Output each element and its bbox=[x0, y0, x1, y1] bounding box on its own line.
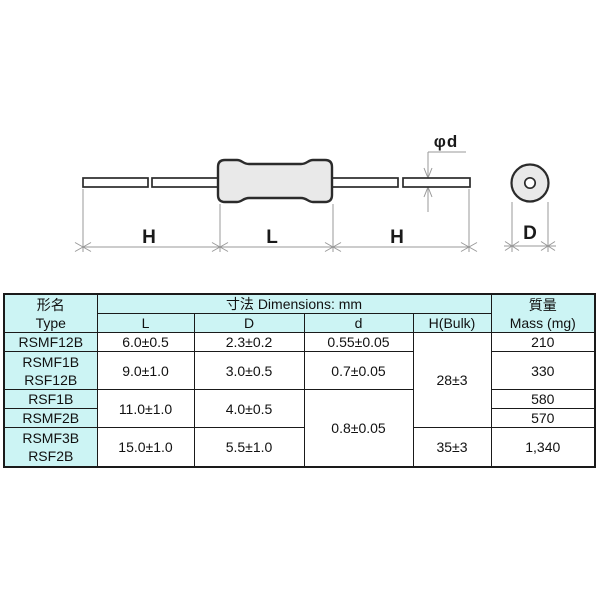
cell-h-bulk: 28±3 bbox=[412, 332, 492, 428]
dimensions-table: 形名 Type 寸法 Dimensions: mm 質量 Mass (mg) L… bbox=[3, 293, 597, 468]
cell-mass: 330 bbox=[490, 351, 596, 390]
header-dimensions: 寸法 Dimensions: mm bbox=[96, 293, 492, 314]
cell-mass: 210 bbox=[490, 332, 596, 352]
header-type-jp: 形名 bbox=[36, 296, 65, 313]
header-mass: 質量 Mass (mg) bbox=[490, 293, 596, 333]
header-col-d-outer: D bbox=[193, 313, 305, 333]
lead-left-inner bbox=[151, 177, 223, 188]
end-view bbox=[510, 163, 550, 203]
dim-label-d: D bbox=[523, 223, 537, 244]
dim-label-h-left: H bbox=[142, 227, 156, 248]
cell-lead-d: 0.55±0.05 bbox=[303, 332, 414, 352]
header-mass-jp: 質量 bbox=[528, 296, 557, 313]
dimension-lines bbox=[74, 151, 556, 252]
dim-label-l: L bbox=[266, 227, 278, 248]
end-view-lead-circle bbox=[523, 176, 537, 190]
table-row: RSMF12B 6.0±0.5 2.3±0.2 0.55±0.05 28±3 2… bbox=[3, 332, 596, 428]
table-row: RSMF1B RSF12B 9.0±1.0 3.0±0.5 0.7±0.05 3… bbox=[3, 351, 596, 390]
dim-label-h-right: H bbox=[390, 227, 404, 248]
header-col-l: L bbox=[96, 313, 195, 333]
cell-d: 5.5±1.0 bbox=[193, 427, 305, 467]
table-row: RSMF3B RSF2B 15.0±1.0 5.5±1.0 35±3 1,340 bbox=[3, 427, 596, 467]
table-row: RSF1B 11.0±1.0 4.0±0.5 0.8±0.05 580 bbox=[3, 389, 596, 467]
cell-mass: 570 bbox=[490, 408, 596, 428]
cell-d: 3.0±0.5 bbox=[193, 351, 305, 390]
cell-mass: 1,340 bbox=[490, 427, 596, 467]
header-row-1: 形名 Type 寸法 Dimensions: mm 質量 Mass (mg) bbox=[3, 293, 596, 333]
cell-l: 9.0±1.0 bbox=[96, 351, 195, 390]
header-mass-en: Mass (mg) bbox=[509, 314, 576, 331]
cell-h-bulk: 35±3 bbox=[412, 427, 492, 467]
dim-label-phi-d: φd bbox=[434, 132, 459, 151]
resistor-body bbox=[216, 158, 334, 204]
cell-lead-d: 0.8±0.05 bbox=[303, 389, 414, 467]
table-row: RSMF2B 570 bbox=[3, 408, 596, 428]
resistor-dimension-diagram: H L H D φd bbox=[74, 132, 556, 252]
cell-l: 15.0±1.0 bbox=[96, 427, 195, 467]
cell-d: 2.3±0.2 bbox=[193, 332, 305, 352]
cell-l: 11.0±1.0 bbox=[96, 389, 195, 428]
cell-mass: 580 bbox=[490, 389, 596, 409]
cell-type: RSF1B bbox=[3, 389, 98, 409]
cell-type-line1: RSMF3B bbox=[22, 429, 80, 446]
header-type: 形名 Type bbox=[3, 293, 98, 333]
cell-d: 4.0±0.5 bbox=[193, 389, 305, 428]
cell-type: RSMF12B bbox=[3, 332, 98, 352]
cell-type-line1: RSMF1B bbox=[22, 353, 80, 370]
cell-type: RSMF1B RSF12B bbox=[3, 351, 98, 390]
header-row-2: L D d H(Bulk) bbox=[4, 313, 595, 333]
header-col-d-lead: d bbox=[303, 313, 414, 333]
cell-lead-d: 0.7±0.05 bbox=[303, 351, 414, 390]
cell-type: RSMF3B RSF2B bbox=[3, 427, 98, 467]
cell-type-line2: RSF2B bbox=[28, 447, 74, 464]
cell-type: RSMF2B bbox=[3, 408, 98, 428]
lead-right-inner bbox=[329, 177, 399, 188]
header-type-en: Type bbox=[35, 314, 66, 331]
lead-right-outer bbox=[402, 177, 471, 188]
cell-type-line2: RSF12B bbox=[24, 371, 78, 388]
cell-l: 6.0±0.5 bbox=[96, 332, 195, 352]
header-col-h-bulk: H(Bulk) bbox=[412, 313, 492, 333]
lead-left-outer bbox=[82, 177, 149, 188]
